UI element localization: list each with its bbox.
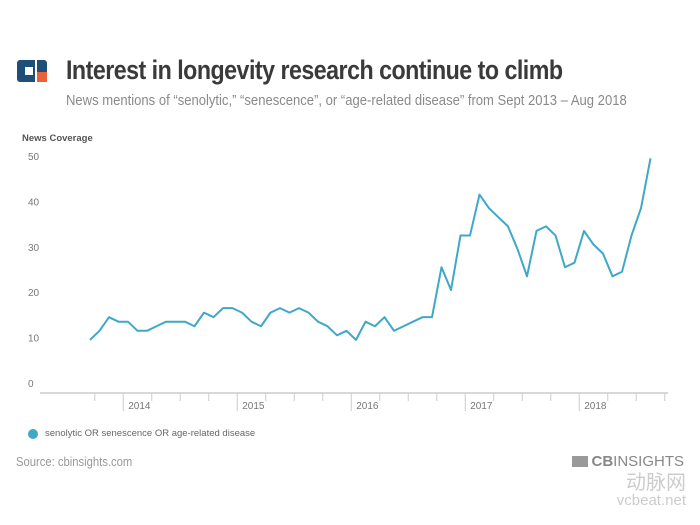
legend: senolytic OR senescence OR age-related d… [28,428,255,439]
x-tick-label: 2016 [356,401,379,412]
y-tick-label: 30 [28,243,40,254]
chart-title: Interest in longevity research continue … [66,55,563,85]
x-tick-label: 2018 [584,401,607,412]
brand-cb: CB [591,453,614,470]
y-axis-label: News Coverage [22,133,93,144]
series-line [89,158,652,341]
line-chart: News Coverage 0 10 20 30 40 50 2014 2015 2016 20… [22,133,668,412]
chart-subtitle: News mentions of “senolytic,” “senescenc… [66,92,627,109]
x-tick-label: 2014 [128,401,151,412]
y-tick-label: 20 [28,288,40,299]
legend-label: senolytic OR senescence OR age-related d… [45,428,256,439]
y-tick-label: 10 [28,334,40,345]
cb-logo-mark [572,456,589,467]
y-tick-label: 40 [28,197,40,208]
y-tick-label: 50 [28,152,40,163]
legend-marker [28,428,38,439]
data-points [89,158,651,340]
vcbeat-watermark: 动脉网 vcbeat.net [616,472,686,510]
watermark-en: vcbeat.net [616,492,686,509]
x-tick-label: 2017 [470,401,493,412]
cb-insights-logo [17,60,47,82]
source-note: Source: cbinsights.com [16,455,133,469]
y-tick-label: 0 [28,379,34,390]
brand-insights: INSIGHTS [613,453,684,470]
x-tick-label: 2015 [242,401,265,412]
watermark-cn: 动脉网 [626,472,686,494]
cb-insights-brand: CB INSIGHTS [572,453,684,470]
